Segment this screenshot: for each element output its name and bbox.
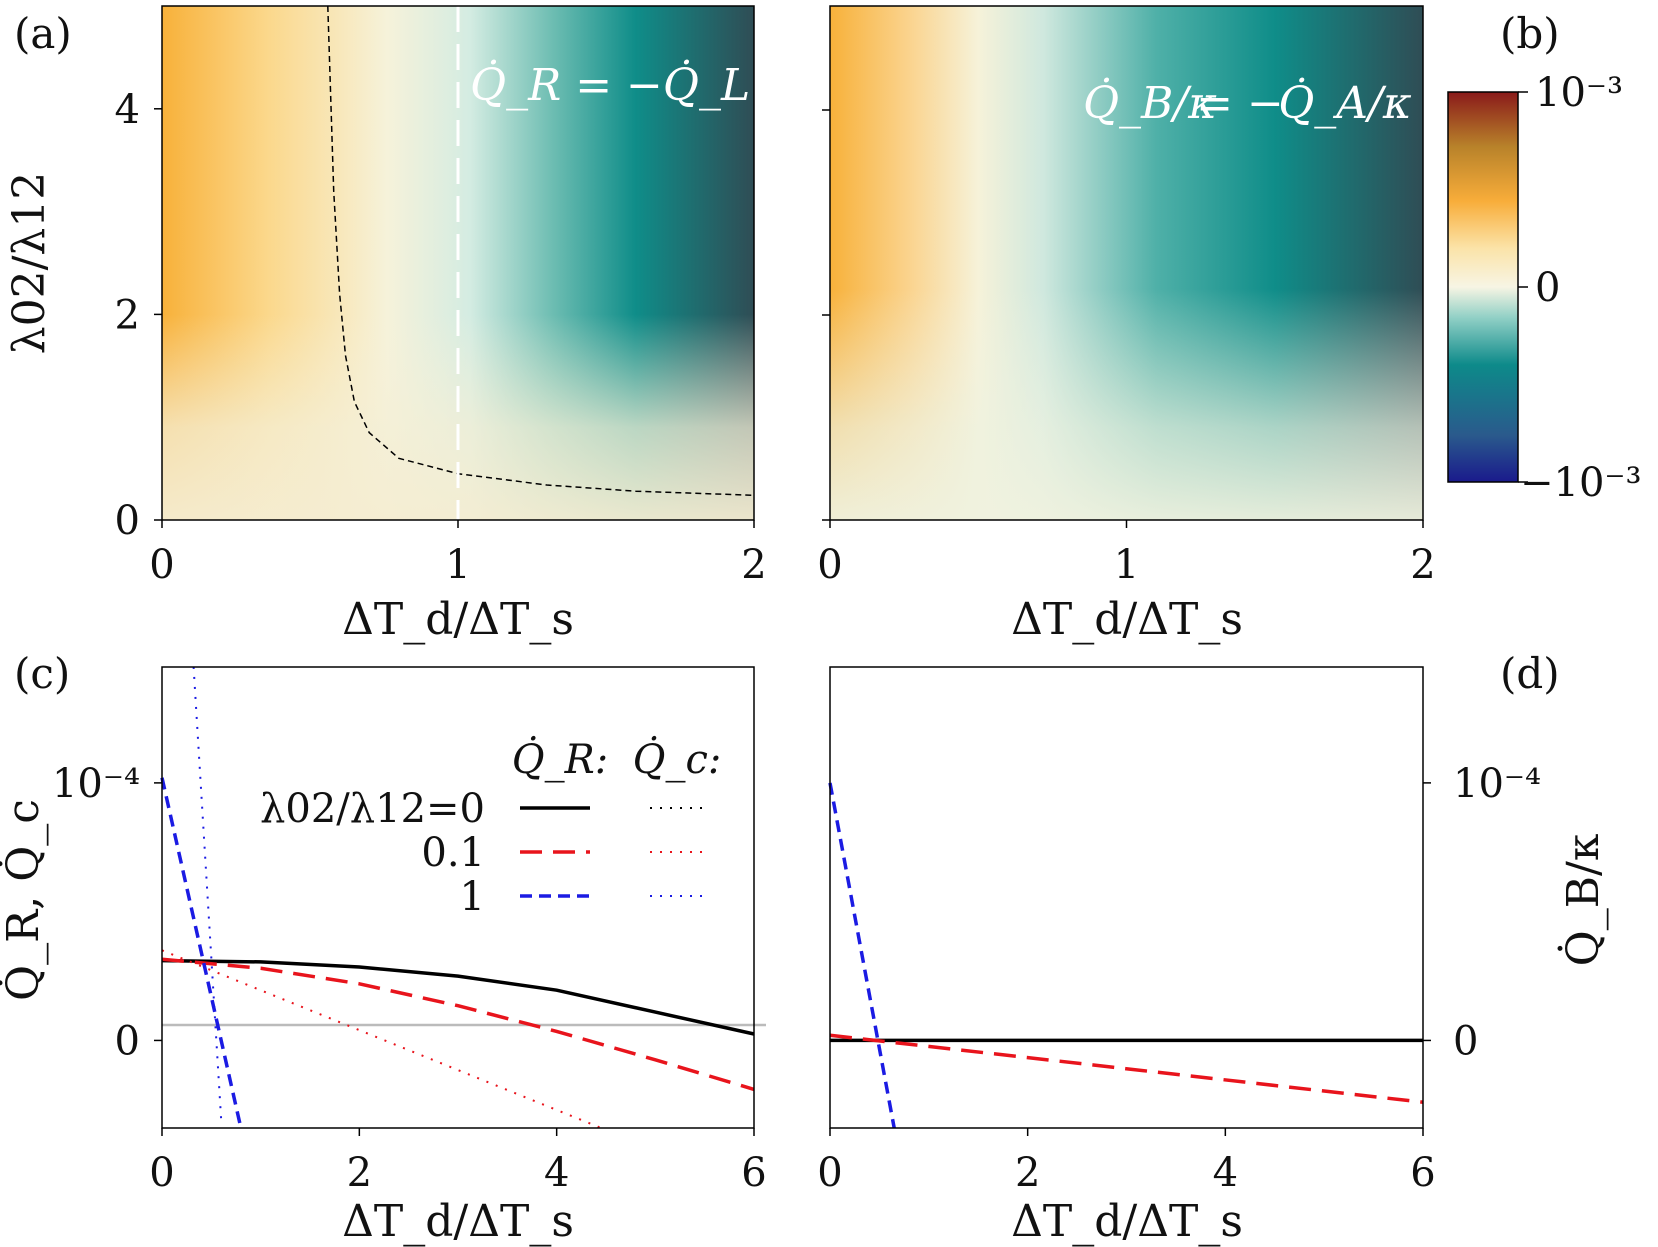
series-line-qc — [192, 666, 223, 1121]
x-tick-label: 1 — [445, 542, 470, 588]
panel-b: Q̇_B/κ = − Q̇_A/κ (b) 0 1 2 ΔT_d/ΔT_s — [817, 5, 1560, 645]
lines-c — [160, 666, 755, 1129]
x-tick-label: 6 — [741, 1150, 766, 1196]
colorbar-tick-label: 10⁻³ — [1535, 70, 1623, 116]
x-label-b: ΔT_d/ΔT_s — [1011, 594, 1243, 645]
colorbar-tick-label: 0 — [1535, 265, 1560, 311]
y-tick-label: 0 — [115, 1018, 140, 1064]
y-tick-label: 10⁻⁴ — [52, 761, 140, 807]
panel-a: Q̇_R = −Q̇_L (a) 0 1 2 0 2 4 ΔT_d/ΔT_s λ02/λ… — [4, 5, 767, 645]
colorbar-gradient — [1447, 91, 1519, 483]
axes-frame-d — [829, 666, 1424, 1129]
y-ticks-c: 0 10⁻⁴ — [52, 761, 162, 1064]
panel-c: (c) 0 2 4 6 0 10⁻⁴ ΔT_d/ΔT_s Q̇_R, Q̇_c Q̇_R… — [0, 649, 767, 1247]
y-label-a: λ02/λ12 — [4, 172, 55, 355]
y-ticks-a: 0 2 4 — [115, 87, 162, 544]
x-ticks-c: 0 2 4 6 — [149, 1128, 767, 1196]
series-line-qr — [161, 957, 755, 1092]
annotation-b: Q̇_B/κ = − Q̇_A/κ — [1083, 76, 1412, 129]
y-tick-label: 4 — [115, 87, 140, 133]
panel-label-a: (a) — [14, 9, 72, 58]
panel-d: (d) 0 2 4 6 0 10⁻⁴ ΔT_d/ΔT_s Q̇_B/κ — [817, 649, 1609, 1247]
x-tick-label: 4 — [1213, 1150, 1238, 1196]
panel-label-b: (b) — [1500, 9, 1560, 58]
legend-row-label: 0.1 — [421, 830, 485, 876]
x-tick-label: 1 — [1114, 542, 1139, 588]
zero-contour-line — [327, 5, 755, 497]
annotation-b-right: Q̇_A/κ — [1278, 76, 1412, 129]
series-line-qc — [161, 949, 602, 1129]
series-line-qb — [828, 782, 896, 1129]
y-label-c: Q̇_R, Q̇_c — [0, 799, 49, 1001]
x-tick-label: 2 — [741, 542, 766, 588]
series-line-qr — [161, 958, 755, 1036]
x-label-c: ΔT_d/ΔT_s — [342, 1196, 574, 1247]
lines-d — [828, 782, 1424, 1129]
y-tick-label: 0 — [1453, 1018, 1478, 1064]
x-label-a: ΔT_d/ΔT_s — [342, 594, 574, 645]
panel-label-d: (d) — [1500, 649, 1560, 698]
x-ticks-d: 0 2 4 6 — [817, 1128, 1436, 1196]
legend-header-qc: Q̇_c: — [633, 736, 722, 783]
x-tick-label: 6 — [1410, 1150, 1435, 1196]
x-tick-label: 2 — [1015, 1150, 1040, 1196]
x-ticks-b: 0 1 2 — [817, 520, 1436, 588]
annotation-a: Q̇_R = −Q̇_L — [470, 58, 750, 111]
x-tick-label: 0 — [817, 1150, 842, 1196]
y-ticks-d: 0 10⁻⁴ — [1423, 761, 1541, 1064]
panel-label-c: (c) — [14, 649, 70, 698]
series-line-qb — [829, 1033, 1424, 1104]
annotation-b-equals: = − — [1196, 78, 1284, 129]
legend-header-qr: Q̇_R: — [512, 736, 608, 783]
colorbar-tick-label: −10⁻³ — [1520, 460, 1642, 506]
x-ticks-a: 0 1 2 — [149, 520, 767, 588]
annotation-b-left: Q̇_B/κ — [1083, 76, 1217, 129]
y-tick-label: 0 — [115, 498, 140, 544]
y-label-d: Q̇_B/κ — [1556, 834, 1609, 967]
legend-c: Q̇_R: Q̇_c: λ02/λ12=0 0.1 1 — [260, 736, 721, 920]
x-tick-label: 2 — [347, 1150, 372, 1196]
series-line-qr — [160, 777, 243, 1129]
legend-row-label: λ02/λ12=0 — [260, 786, 485, 832]
axes-frame-c — [161, 666, 755, 1129]
y-tick-label: 10⁻⁴ — [1453, 761, 1541, 807]
x-tick-label: 4 — [544, 1150, 569, 1196]
x-tick-label: 0 — [149, 1150, 174, 1196]
x-tick-label: 0 — [149, 542, 174, 588]
heatmap-b-fade — [830, 6, 1423, 520]
x-tick-label: 0 — [817, 542, 842, 588]
zero-contour — [327, 5, 755, 497]
x-tick-label: 2 — [1410, 542, 1435, 588]
y-tick-label: 2 — [115, 292, 140, 338]
legend-row-label: 1 — [460, 874, 485, 920]
colorbar: 10⁻³ 0 −10⁻³ — [1447, 70, 1642, 506]
x-label-d: ΔT_d/ΔT_s — [1011, 1196, 1243, 1247]
